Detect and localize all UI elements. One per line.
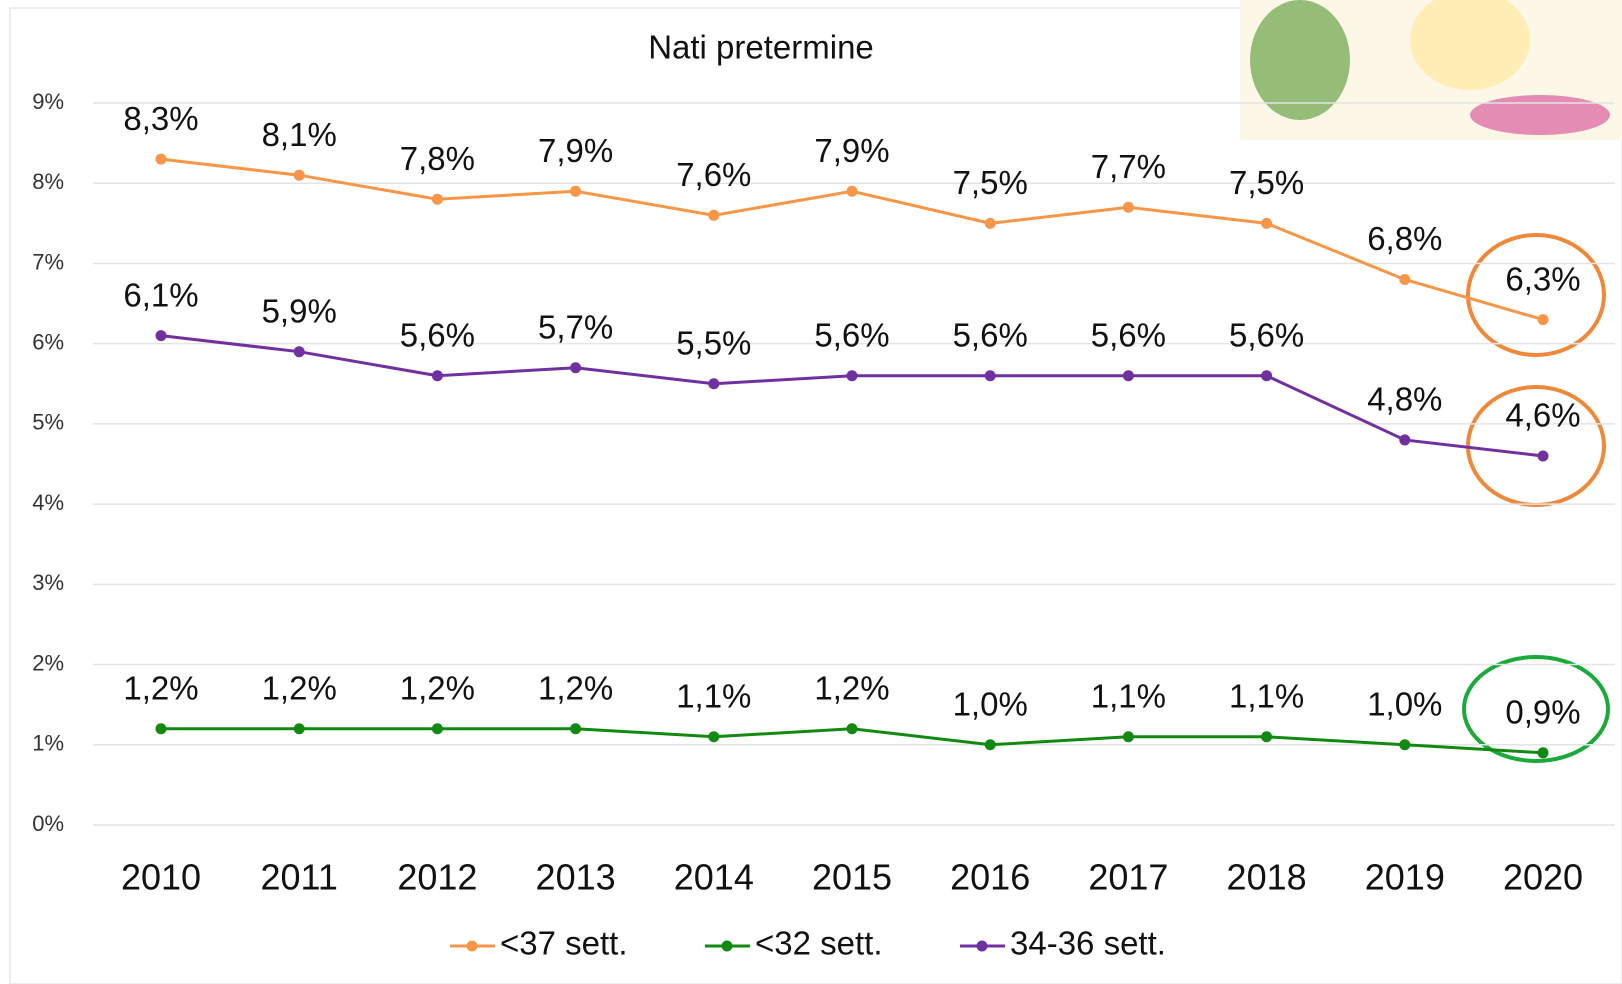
y-tick-label: 4%	[32, 490, 64, 515]
data-point	[846, 370, 858, 382]
x-tick-label: 2017	[1088, 857, 1168, 898]
data-label: 8,3%	[123, 100, 198, 137]
legend-marker	[721, 940, 733, 952]
y-tick-label: 1%	[32, 731, 64, 756]
data-label: 7,8%	[400, 140, 475, 177]
x-tick-label: 2015	[812, 857, 892, 898]
data-point	[1122, 731, 1134, 743]
data-label: 7,5%	[953, 164, 1028, 201]
legend-marker	[466, 940, 478, 952]
data-label: 8,1%	[262, 116, 337, 153]
data-point	[431, 370, 443, 382]
data-point	[1261, 370, 1273, 382]
x-tick-label: 2014	[674, 857, 754, 898]
x-tick-label: 2013	[536, 857, 616, 898]
data-point	[155, 330, 167, 342]
x-tick-label: 2019	[1365, 857, 1445, 898]
data-point	[846, 185, 858, 197]
x-tick-label: 2011	[260, 857, 337, 898]
data-point	[708, 209, 720, 221]
data-point	[293, 169, 305, 181]
y-tick-label: 0%	[32, 811, 64, 836]
data-label: 7,9%	[814, 132, 889, 169]
x-tick-label: 2016	[950, 857, 1030, 898]
data-label: 1,2%	[814, 669, 889, 706]
data-label: 1,1%	[1229, 677, 1304, 714]
data-label: 1,0%	[953, 685, 1028, 722]
x-tick-label: 2010	[121, 857, 201, 898]
data-point	[570, 185, 582, 197]
data-label: 5,9%	[262, 292, 337, 329]
data-label: 5,6%	[953, 316, 1028, 353]
data-point	[1122, 201, 1134, 213]
data-point	[1122, 370, 1134, 382]
y-tick-label: 9%	[32, 89, 64, 114]
x-tick-label: 2018	[1227, 857, 1307, 898]
cartoon	[1240, 0, 1622, 140]
data-point	[846, 723, 858, 735]
data-point	[1399, 273, 1411, 285]
data-point	[431, 723, 443, 735]
data-point	[1261, 731, 1273, 743]
data-label: 4,6%	[1505, 397, 1580, 434]
data-point	[293, 346, 305, 358]
data-label: 7,5%	[1229, 164, 1304, 201]
data-label: 6,8%	[1367, 220, 1442, 257]
data-point	[708, 378, 720, 390]
y-tick-label: 6%	[32, 329, 64, 354]
y-tick-label: 8%	[32, 169, 64, 194]
data-label: 6,3%	[1505, 260, 1580, 297]
data-point	[293, 723, 305, 735]
legend-label: <37 sett.	[500, 925, 628, 962]
data-label: 6,1%	[123, 276, 198, 313]
data-label: 7,6%	[676, 156, 751, 193]
data-point	[1399, 434, 1411, 446]
data-point	[984, 217, 996, 229]
y-tick-label: 3%	[32, 570, 64, 595]
data-point	[155, 723, 167, 735]
data-label: 4,8%	[1367, 381, 1442, 418]
highlight-circle	[1466, 233, 1606, 357]
data-label: 1,2%	[400, 669, 475, 706]
data-point	[984, 739, 996, 751]
data-label: 1,1%	[1091, 677, 1166, 714]
legend-marker	[976, 940, 988, 952]
data-point	[1537, 314, 1549, 326]
data-point	[984, 370, 996, 382]
data-label: 5,6%	[1229, 316, 1304, 353]
chart-frame	[9, 7, 1622, 984]
x-tick-label: 2012	[397, 857, 477, 898]
data-label: 5,7%	[538, 308, 613, 345]
chart-title: Nati pretermine	[648, 29, 874, 66]
y-tick-label: 5%	[32, 410, 64, 435]
legend-label: 34-36 sett.	[1010, 925, 1166, 962]
data-label: 1,2%	[262, 669, 337, 706]
legend-label: <32 sett.	[755, 925, 883, 962]
data-label: 7,9%	[538, 132, 613, 169]
highlight-circle	[1462, 655, 1610, 763]
data-label: 5,6%	[814, 316, 889, 353]
data-label: 1,2%	[538, 669, 613, 706]
data-point	[155, 153, 167, 165]
data-point	[708, 731, 720, 743]
data-point	[1537, 747, 1549, 759]
y-tick-label: 7%	[32, 249, 64, 274]
data-point	[431, 193, 443, 205]
data-label: 1,0%	[1367, 685, 1442, 722]
data-point	[570, 362, 582, 374]
x-tick-label: 2020	[1503, 857, 1583, 898]
data-label: 5,5%	[676, 324, 751, 361]
data-point	[570, 723, 582, 735]
data-label: 5,6%	[400, 316, 475, 353]
data-point	[1399, 739, 1411, 751]
y-tick-label: 2%	[32, 650, 64, 675]
data-point	[1261, 217, 1273, 229]
data-label: 1,2%	[123, 669, 198, 706]
data-label: 1,1%	[676, 677, 751, 714]
data-label: 7,7%	[1091, 148, 1166, 185]
data-label: 5,6%	[1091, 316, 1166, 353]
data-label: 0,9%	[1505, 694, 1580, 731]
data-point	[1537, 450, 1549, 462]
